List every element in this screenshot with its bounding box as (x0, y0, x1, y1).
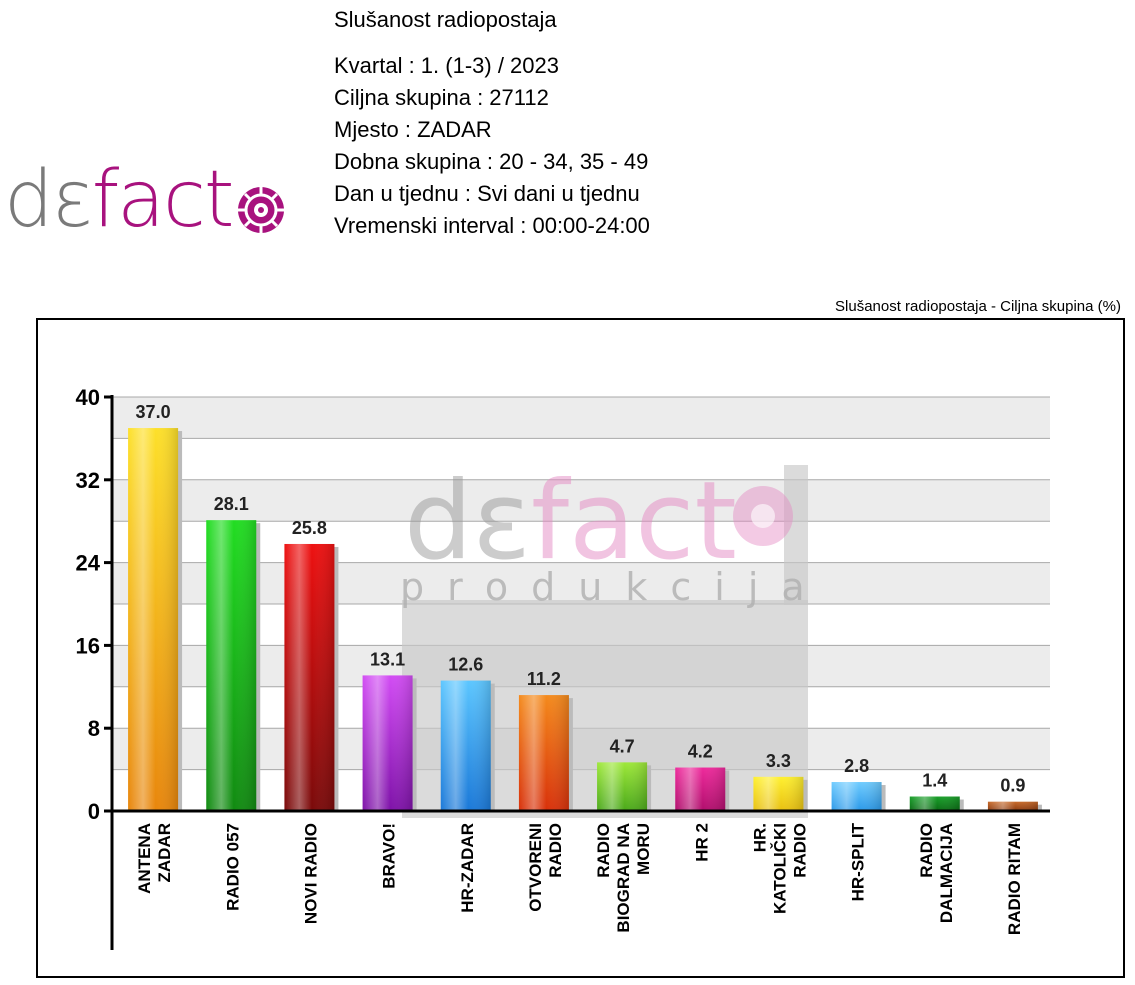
x-tick-label-group: RADIO RITAM (1005, 823, 1024, 935)
x-tick-label-group: ANTENA ZADAR (135, 823, 174, 894)
x-tick-label-group: RADIO 057 (223, 823, 242, 911)
y-tick-label: 16 (76, 633, 100, 658)
x-tick-label: ANTENA (135, 823, 154, 894)
bar-highlight (909, 796, 960, 811)
data-label: 1.4 (922, 771, 947, 791)
x-tick-label: NOVI RADIO (301, 823, 320, 924)
bar-highlight (675, 767, 726, 811)
logo-text-color: fact (91, 155, 235, 245)
info-line-day-of-week: Dan u tjednu : Svi dani u tjednu (334, 181, 640, 206)
bar-highlight (128, 428, 179, 811)
data-label: 12.6 (448, 655, 483, 675)
bar-highlight (753, 776, 804, 811)
data-label: 3.3 (766, 751, 791, 771)
x-tick-label-group: HR. KATOLIČKI RADIO (750, 823, 809, 914)
bar-highlight (987, 801, 1038, 811)
y-tick-label: 8 (88, 716, 100, 741)
bar-highlight (831, 782, 882, 811)
x-tick-label: RADIO RITAM (1005, 823, 1024, 935)
data-label: 11.2 (527, 669, 561, 689)
svg-text:dεfact: dεfact (404, 459, 737, 584)
x-tick-label: HR-ZADAR (458, 823, 477, 913)
data-label: 28.1 (214, 494, 249, 514)
grid-band (112, 479, 1050, 522)
bar-highlight (284, 543, 335, 811)
info-line-age-group: Dobna skupina : 20 - 34, 35 - 49 (334, 149, 649, 174)
chart-frame: dεfact produkcija 0 8 16 24 32 40 37.0 ANTENA Z… (36, 318, 1125, 978)
grid-band (112, 562, 1050, 604)
x-tick-label: RADIO 057 (223, 823, 242, 911)
info-line-quarter: Kvartal : 1. (1-3) / 2023 (334, 53, 559, 78)
report-title: Slušanost radiopostaja (334, 7, 557, 32)
data-label: 4.7 (610, 736, 635, 756)
bar-highlight (518, 695, 569, 811)
logo-text-gray: dε (4, 155, 94, 245)
x-tick-label: RADIO (917, 823, 936, 878)
chart-title: Slušanost radiopostaja - Ciljna skupina … (835, 298, 1121, 315)
bar-highlight (440, 680, 491, 811)
data-label: 13.1 (370, 649, 405, 669)
x-tick-label: BIOGRAD NA (614, 823, 633, 933)
report-info: Slušanost radiopostaja Kvartal : 1. (1-3… (334, 4, 650, 242)
x-tick-label-group: RADIO BIOGRAD NA MORU (594, 823, 653, 933)
x-tick-label: KATOLIČKI (770, 823, 789, 914)
x-tick-label-group: HR 2 (692, 823, 711, 862)
bar-highlight (362, 675, 413, 811)
x-tick-label-group: BRAVO! (380, 823, 399, 889)
x-tick-label: BRAVO! (380, 823, 399, 889)
data-label: 2.8 (844, 756, 869, 776)
x-tick-label: HR-SPLIT (849, 822, 868, 901)
x-tick-label-group: RADIO DALMACIJA (917, 823, 956, 923)
info-line-location: Mjesto : ZADAR (334, 117, 492, 142)
x-tick-label-group: OTVORENI RADIO (526, 823, 565, 912)
data-label: 4.2 (688, 742, 713, 762)
y-tick-label: 24 (76, 551, 101, 576)
y-tick-label: 0 (88, 799, 100, 824)
x-tick-label: RADIO (546, 823, 565, 878)
watermark-tagline: produkcija (400, 565, 828, 609)
watermark-brand-gray: dε (404, 459, 531, 584)
grid-band (112, 397, 1050, 439)
info-line-time-interval: Vremenski interval : 00:00-24:00 (334, 213, 650, 238)
x-tick-label: HR. (750, 823, 769, 852)
x-tick-label: OTVORENI (526, 823, 545, 912)
data-label: 0.9 (1000, 776, 1025, 796)
x-tick-label-group: HR-ZADAR (458, 823, 477, 913)
x-tick-label-group: HR-SPLIT (849, 822, 868, 901)
bar-highlight (597, 762, 648, 811)
data-label: 25.8 (292, 518, 327, 538)
x-tick-label-group: NOVI RADIO (301, 823, 320, 924)
data-label: 37.0 (136, 402, 171, 422)
x-tick-label: MORU (634, 823, 653, 875)
y-tick-label: 32 (76, 468, 100, 493)
logo-wheel-icon (238, 187, 284, 233)
x-tick-label: DALMACIJA (937, 823, 956, 923)
defacto-logo: dεfact (4, 150, 294, 250)
watermark-brand-color: fact (531, 459, 737, 584)
bar-highlight (206, 520, 257, 811)
y-tick-label: 40 (76, 385, 100, 410)
x-tick-label: HR 2 (692, 823, 711, 862)
x-tick-label: RADIO (594, 823, 613, 878)
x-tick-label: RADIO (790, 823, 809, 878)
bar-chart: dεfact produkcija 0 8 16 24 32 40 37.0 ANTENA Z… (76, 385, 1050, 950)
info-line-target-group: Ciljna skupina : 27112 (334, 85, 549, 110)
x-tick-label: ZADAR (155, 823, 174, 883)
